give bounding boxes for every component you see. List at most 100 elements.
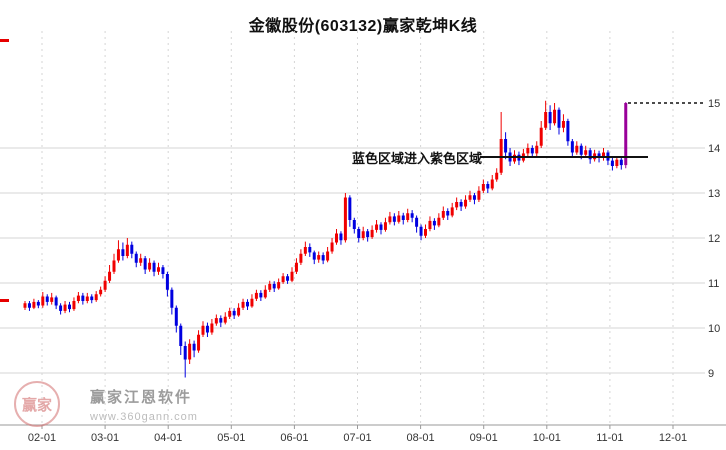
- candle-body: [45, 296, 49, 302]
- candle-body: [272, 283, 276, 289]
- candle-body: [237, 307, 241, 316]
- candle-body: [548, 112, 552, 124]
- watermark-brand: 赢家江恩软件: [90, 388, 193, 406]
- candle-body: [504, 139, 508, 153]
- candle-body: [513, 154, 516, 162]
- candle-body: [392, 216, 396, 222]
- candle-body: [388, 216, 392, 223]
- candle-body: [125, 244, 129, 256]
- candle-body: [553, 109, 557, 124]
- candle-body: [214, 318, 218, 324]
- candle-body: [321, 255, 325, 261]
- candle-body: [223, 316, 227, 323]
- candle-body: [294, 262, 298, 272]
- candle-body: [366, 231, 370, 238]
- candle-body: [170, 289, 174, 308]
- candle-body: [472, 195, 476, 200]
- candle-body: [59, 305, 63, 311]
- x-axis-label: 08-01: [407, 432, 435, 444]
- candle-body: [197, 334, 201, 351]
- candle-body: [143, 258, 147, 270]
- candle-body: [428, 220, 432, 229]
- candle-body: [441, 211, 445, 218]
- chart-title: 金徽股份(603132)赢家乾坤K线: [248, 18, 478, 35]
- watermark: 赢家 赢家江恩软件 www.360gann.com: [14, 381, 198, 427]
- x-axis-label: 04-01: [154, 432, 182, 444]
- candle-body: [165, 274, 169, 290]
- candle-body: [566, 121, 570, 142]
- candle-body: [619, 159, 623, 166]
- y-axis-label: 15: [708, 98, 720, 110]
- x-axis-label: 10-01: [533, 432, 561, 444]
- candle-body: [205, 325, 209, 333]
- candle-body: [116, 249, 120, 261]
- candle-body: [401, 215, 405, 220]
- candle-body: [139, 258, 143, 263]
- candle-body: [357, 229, 361, 238]
- candle-body: [41, 296, 45, 306]
- x-axis-label: 05-01: [217, 432, 245, 444]
- watermark-text: 赢家江恩软件 www.360gann.com: [90, 386, 198, 423]
- candle-body: [228, 310, 232, 317]
- candle-body: [477, 190, 481, 200]
- candle-body: [379, 224, 383, 230]
- candle-body: [410, 213, 414, 218]
- candle-body: [361, 231, 365, 238]
- candle-body: [602, 152, 605, 158]
- candle-body: [624, 103, 628, 166]
- candle-body: [432, 220, 436, 226]
- candle-body: [63, 304, 67, 311]
- candle-body: [308, 247, 312, 253]
- candle-body: [81, 295, 85, 301]
- candle-body: [299, 253, 303, 263]
- candle-body: [437, 217, 441, 226]
- x-axis-label: 02-01: [28, 432, 56, 444]
- candle-body: [450, 207, 454, 216]
- y-axis-label: 12: [708, 233, 720, 245]
- candle-body: [486, 184, 490, 189]
- candle-body: [32, 301, 36, 308]
- candle-body: [406, 213, 410, 220]
- candle-body: [446, 211, 450, 216]
- candle-body: [343, 197, 347, 241]
- candle-body: [188, 343, 192, 360]
- candle-body: [303, 247, 307, 254]
- candle-body: [570, 141, 574, 153]
- candle-body: [526, 148, 530, 154]
- x-axis-label: 03-01: [91, 432, 119, 444]
- candle-body: [36, 301, 40, 306]
- candle-body: [370, 229, 374, 238]
- candle-body: [312, 252, 316, 260]
- candle-body: [130, 244, 134, 254]
- candle-body: [539, 127, 543, 146]
- candle-body: [85, 296, 89, 301]
- candle-body: [108, 271, 112, 281]
- candle-body: [76, 295, 80, 301]
- candle-body: [50, 297, 54, 302]
- candle-body: [99, 289, 103, 295]
- candle-body: [419, 226, 423, 236]
- candle-body: [286, 276, 290, 281]
- candle-body: [174, 307, 178, 326]
- x-axis-label: 09-01: [470, 432, 498, 444]
- candle-body: [544, 112, 548, 128]
- candle-body: [464, 199, 468, 207]
- candle-body: [183, 346, 187, 360]
- candle-body: [481, 184, 485, 191]
- candle-body: [348, 197, 352, 220]
- candle-body: [201, 325, 205, 335]
- candle-body: [259, 292, 263, 298]
- candle-body: [94, 294, 98, 301]
- x-axis-label: 12-01: [659, 432, 687, 444]
- candle-body: [192, 343, 196, 351]
- candle-body: [246, 301, 249, 307]
- candle-body: [179, 325, 183, 346]
- candle-body: [495, 172, 499, 180]
- candle-body: [561, 121, 565, 128]
- annotation-label: 蓝色区域进入紫色区域: [352, 151, 483, 166]
- candle-body: [397, 215, 401, 222]
- y-axis-label: 11: [708, 278, 719, 290]
- candle-body: [250, 298, 254, 307]
- candle-body: [90, 296, 94, 301]
